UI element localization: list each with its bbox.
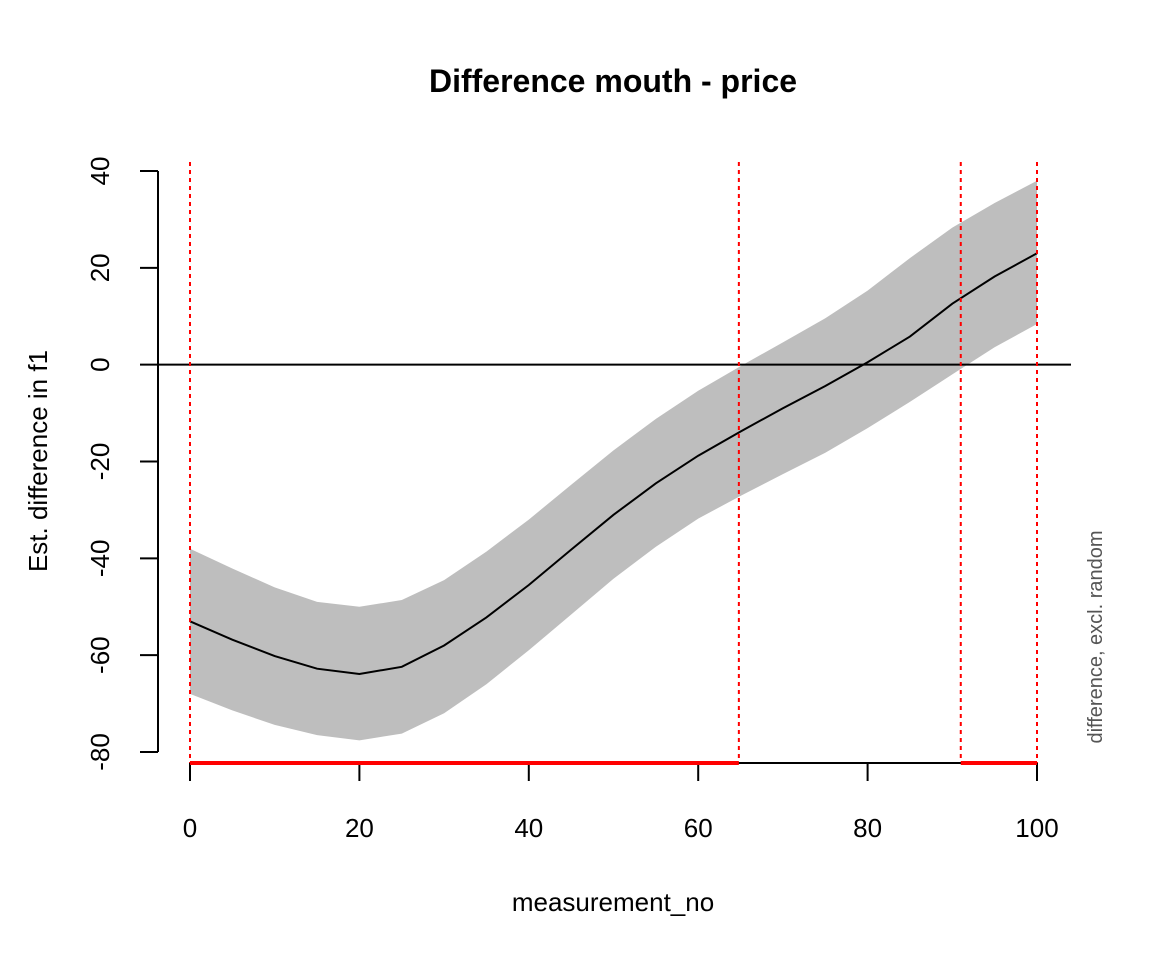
x-tick-label: 20 bbox=[345, 813, 374, 843]
y-tick-label: -40 bbox=[85, 540, 115, 578]
y-tick-label: 0 bbox=[85, 357, 115, 371]
x-tick-label: 80 bbox=[853, 813, 882, 843]
y-tick-label: -20 bbox=[85, 443, 115, 481]
x-tick-label: 100 bbox=[1015, 813, 1058, 843]
x-tick-label: 0 bbox=[183, 813, 197, 843]
y-tick-label: -60 bbox=[85, 636, 115, 674]
x-axis-label: measurement_no bbox=[512, 887, 714, 917]
y-tick-label: 20 bbox=[85, 253, 115, 282]
plot-area: -80 -60 -40 -20 0 20 40 0 20 40 60 80 100 bbox=[85, 157, 1071, 843]
confidence-band bbox=[190, 180, 1037, 741]
side-label: difference, excl. random bbox=[1085, 530, 1107, 743]
x-tick-label: 40 bbox=[514, 813, 543, 843]
y-tick-label: -80 bbox=[85, 733, 115, 771]
chart-title: Difference mouth - price bbox=[429, 63, 797, 99]
estimate-line bbox=[189, 252, 1038, 676]
x-tick-label: 60 bbox=[684, 813, 713, 843]
y-tick-label: 40 bbox=[85, 157, 115, 186]
y-axis-label: Est. difference in f1 bbox=[23, 350, 53, 572]
